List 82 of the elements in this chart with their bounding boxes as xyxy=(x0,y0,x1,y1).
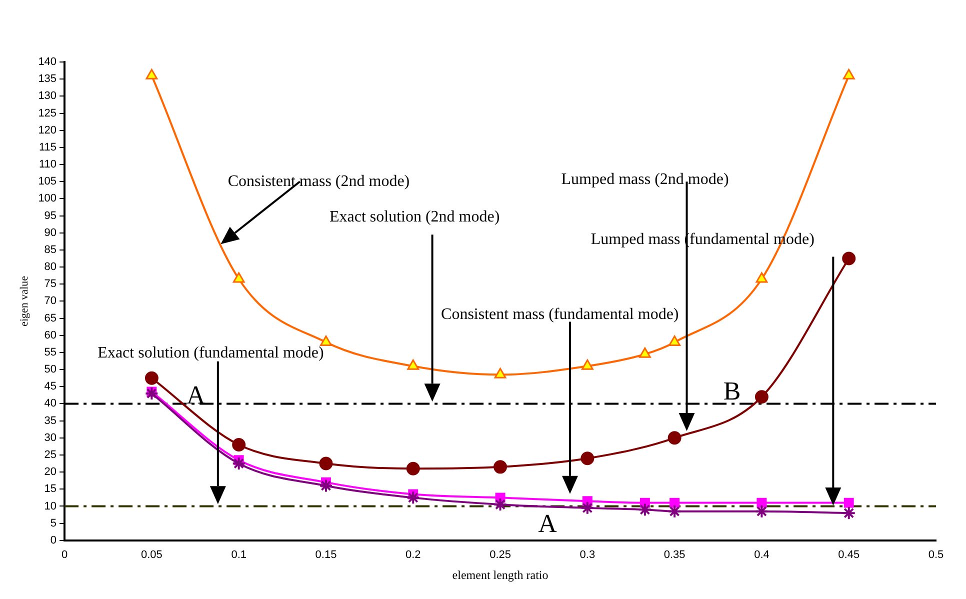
y-tick-label: 55 xyxy=(44,346,57,358)
point xyxy=(320,335,332,346)
y-tick-label: 25 xyxy=(44,449,57,462)
x-tick-label: 0.15 xyxy=(315,549,337,562)
y-tick-label: 130 xyxy=(38,90,57,102)
point xyxy=(670,498,680,508)
y-tick-label: 75 xyxy=(44,278,57,290)
y-tick-label: 15 xyxy=(44,483,57,496)
point xyxy=(407,359,420,370)
point xyxy=(144,386,159,400)
annotation: Consistent mass (2nd mode) xyxy=(228,172,410,190)
point xyxy=(494,368,506,378)
y-tick-label: 40 xyxy=(44,398,57,410)
y-tick-label: 20 xyxy=(44,466,57,478)
x-tick-label: 0.45 xyxy=(838,549,860,562)
x-tick-label: 0.5 xyxy=(928,549,944,562)
x-tick-label: 0.1 xyxy=(231,549,246,562)
point xyxy=(638,502,652,517)
y-tick-label: 85 xyxy=(44,244,57,256)
y-tick-label: 10 xyxy=(44,500,57,512)
point xyxy=(842,68,855,80)
point xyxy=(146,68,158,80)
point xyxy=(232,272,245,283)
point xyxy=(756,498,767,508)
annotation: A xyxy=(538,508,558,538)
point xyxy=(494,460,508,474)
y-tick-label: 80 xyxy=(44,261,57,274)
point xyxy=(581,359,594,370)
x-axis-title: element length ratio xyxy=(452,568,548,582)
x-tick-label: 0.05 xyxy=(140,549,162,562)
y-axis-title: eigen value xyxy=(18,276,30,326)
x-tick-label: 0.35 xyxy=(664,549,686,562)
y-tick-label: 135 xyxy=(38,73,57,86)
y-tick-label: 100 xyxy=(38,192,57,205)
y-tick-label: 5 xyxy=(50,517,57,530)
x-tick-label: 0 xyxy=(61,549,68,562)
point xyxy=(232,456,246,471)
annotation: Exact solution (2nd mode) xyxy=(329,208,500,226)
annotation: A xyxy=(186,380,206,410)
point xyxy=(842,252,856,266)
point xyxy=(668,431,682,445)
annotation: Consistent mass (fundamental mode) xyxy=(441,306,679,324)
x-tick-label: 0.4 xyxy=(754,549,770,562)
point xyxy=(319,456,333,470)
point xyxy=(638,347,651,358)
y-tick-label: 0 xyxy=(50,534,57,546)
y-tick-label: 50 xyxy=(44,364,57,376)
x-tick-label: 0.3 xyxy=(580,549,596,562)
y-tick-label: 140 xyxy=(38,56,57,68)
annotation: Exact solution (fundamental mode) xyxy=(98,344,324,362)
x-tick-label: 0.25 xyxy=(490,549,511,562)
point xyxy=(406,490,420,505)
point xyxy=(232,438,246,452)
y-tick-label: 30 xyxy=(44,432,57,444)
y-tick-label: 105 xyxy=(38,176,57,188)
point xyxy=(754,504,769,518)
point xyxy=(668,504,682,518)
point xyxy=(144,371,158,385)
x-tick-label: 0.2 xyxy=(405,549,421,562)
point xyxy=(842,506,856,520)
y-tick-label: 35 xyxy=(44,414,57,427)
point xyxy=(318,478,333,493)
annotation: Lumped mass (2nd mode) xyxy=(561,171,729,188)
point xyxy=(844,498,854,508)
point xyxy=(668,335,681,346)
point xyxy=(756,272,768,283)
y-tick-label: 70 xyxy=(44,295,57,308)
point xyxy=(493,498,508,512)
y-tick-label: 90 xyxy=(44,226,57,239)
y-tick-label: 60 xyxy=(44,329,57,342)
point xyxy=(580,452,594,466)
y-tick-label: 95 xyxy=(44,210,57,222)
y-tick-label: 65 xyxy=(44,312,57,324)
y-tick-label: 125 xyxy=(38,107,57,120)
annotation: B xyxy=(723,376,741,406)
point xyxy=(406,462,420,476)
y-tick-label: 115 xyxy=(39,141,57,154)
y-tick-label: 110 xyxy=(39,158,57,171)
point xyxy=(580,500,594,515)
y-tick-label: 120 xyxy=(38,124,57,136)
point xyxy=(754,390,768,404)
y-tick-label: 45 xyxy=(44,380,57,393)
